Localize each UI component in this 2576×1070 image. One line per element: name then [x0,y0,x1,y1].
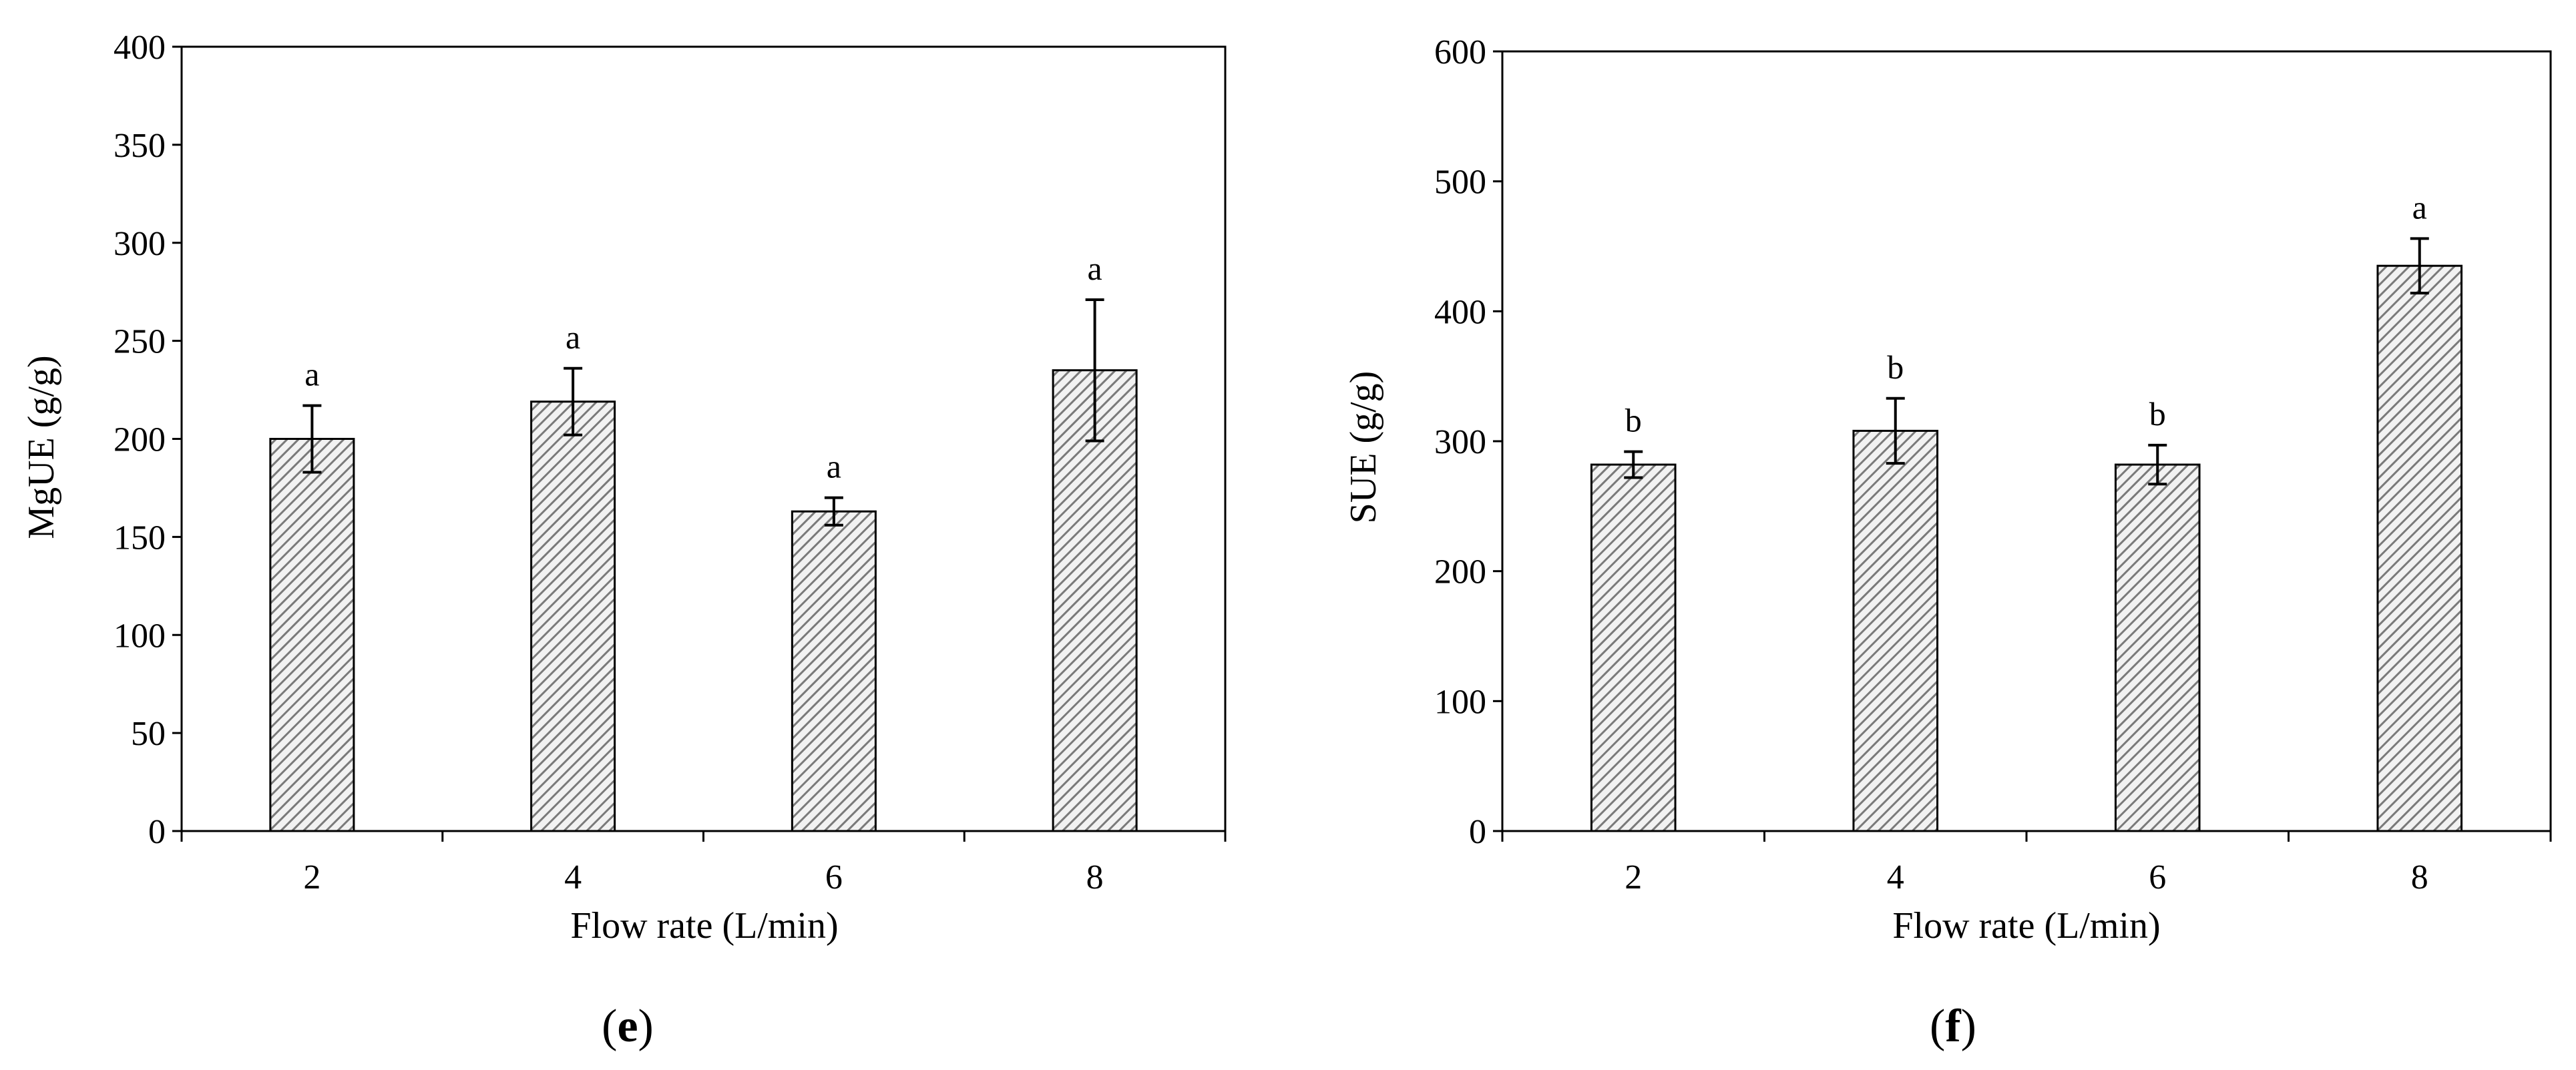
bar [530,400,616,832]
y-tick-label: 500 [1434,164,1486,202]
bar [1852,429,1939,832]
significance-label: a [566,318,580,356]
bar [2114,463,2201,832]
x-tick-label: 2 [303,858,320,896]
y-tick-label: 600 [1434,33,1486,71]
x-tick-label: 6 [825,858,843,896]
bar [269,438,355,832]
x-tick-label: 8 [2411,858,2428,896]
bar [1052,369,1138,832]
x-axis-label: Flow rate (L/min) [1892,905,2160,947]
significance-label: a [2412,188,2427,226]
y-tick-label: 250 [114,323,166,361]
y-tick-label: 0 [1469,813,1486,851]
bar [791,510,877,832]
significance-label: b [1887,348,1904,386]
y-tick-label: 0 [148,813,166,851]
chart-panel-f: 0 100 200 300 400 500 600 b 2 b 4 b 6 a 8 Flow rate (L… [1343,33,2552,1052]
x-tick-label: 8 [1086,858,1104,896]
y-tick-label: 400 [1434,293,1486,331]
y-tick-label: 200 [114,421,166,459]
y-axis-label: SUE (g/g) [1343,371,1384,524]
x-tick-label: 4 [564,858,582,896]
significance-label: b [2149,395,2166,433]
y-tick-label: 100 [114,617,166,655]
x-tick-label: 4 [1887,858,1904,896]
significance-label: a [827,448,841,485]
y-tick-label: 300 [1434,423,1486,461]
significance-label: a [1088,250,1102,287]
bar [1590,463,1677,832]
x-tick-label: 6 [2149,858,2166,896]
bar [2376,264,2463,832]
y-tick-label: 300 [114,225,166,263]
y-tick-label: 200 [1434,553,1486,591]
x-axis-label: Flow rate (L/min) [570,905,838,947]
y-tick-label: 100 [1434,683,1486,721]
significance-label: b [1625,402,1642,439]
panel-label-f: (f) [1930,1001,1976,1052]
panel-label-e: (e) [602,1001,654,1052]
significance-label: a [304,356,319,393]
y-tick-label: 150 [114,519,166,557]
chart-panel-e: 0 50 100 150 200 250 300 350 400 a 2 a 4 a 6 a 8 Flow ra… [21,29,1227,1052]
y-tick-label: 350 [114,127,166,165]
y-axis-label: MgUE (g/g) [21,355,62,539]
x-tick-label: 2 [1625,858,1642,896]
y-tick-label: 50 [131,715,166,753]
y-tick-label: 400 [114,29,166,67]
